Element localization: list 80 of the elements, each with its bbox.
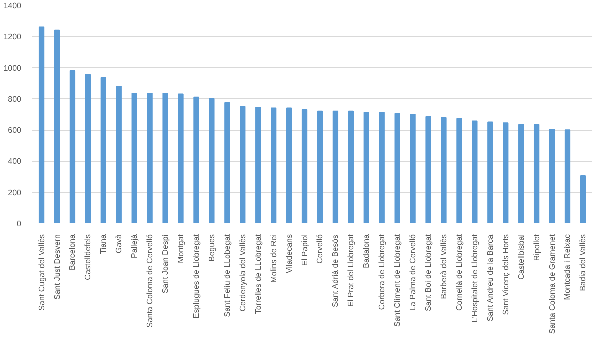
- x-tick-label: Barcelona: [68, 234, 78, 271]
- bar: [271, 108, 277, 224]
- bar: [317, 110, 324, 224]
- x-tick-label: Corbera de Llobregat: [378, 234, 387, 310]
- x-tick-label: Gavà: [114, 234, 124, 254]
- bar: [209, 98, 215, 224]
- bar: [488, 122, 494, 224]
- x-tick-label: Castellbisbal: [516, 234, 526, 280]
- bar: [38, 26, 45, 224]
- bar: [286, 108, 292, 224]
- x-tick-label: Castelldefels: [84, 234, 93, 280]
- x-tick-label: Cervelló: [316, 234, 325, 264]
- bar: [194, 96, 200, 224]
- bar: [54, 30, 60, 224]
- y-tick-label: 200: [8, 188, 22, 198]
- y-tick-label: 1200: [4, 32, 22, 42]
- bar: [503, 122, 509, 224]
- x-tick-label: La Palma de Cervelló: [408, 234, 418, 311]
- bar: [85, 74, 92, 224]
- x-tick-label: Sant Boi de Llobregat: [424, 234, 434, 312]
- x-tick-label: Barberà del Vallès: [439, 234, 448, 300]
- x-tick-label: Viladecans: [284, 234, 294, 274]
- x-tick-label: Sant Adrià de Besòs: [331, 234, 340, 308]
- bar: [224, 102, 230, 224]
- bar: [70, 70, 76, 224]
- bar: [441, 117, 447, 224]
- bar: [580, 176, 586, 224]
- bar: [240, 106, 246, 224]
- x-tick-label: Sant Cugat del Vallès: [37, 234, 46, 311]
- bar: [100, 77, 106, 224]
- x-tick-label: El Prat del Llobregat: [346, 234, 356, 307]
- bar: [426, 116, 432, 224]
- bar: [518, 124, 524, 224]
- bar: [564, 130, 571, 224]
- bar: [302, 109, 308, 224]
- bar: [332, 110, 339, 224]
- x-tick-label: Montcada i Reixac: [563, 234, 572, 300]
- x-tick-label: Sant Just Desvern: [52, 234, 62, 300]
- x-tick-label: Santa Coloma de Gramenet: [548, 234, 557, 334]
- bar: [379, 112, 385, 224]
- x-tick-label: Pallejà: [130, 234, 140, 259]
- x-tick-label: Molins de Rei: [269, 234, 278, 283]
- x-tick-label: Badia del Vallès: [578, 234, 588, 292]
- y-tick-label: 400: [8, 157, 22, 166]
- x-tick-label: Begues: [207, 234, 216, 262]
- x-tick-label: Torrelles de LLobregat: [254, 234, 263, 314]
- bar: [456, 118, 462, 224]
- x-tick-label: Santa Coloma de Cervelló: [146, 234, 155, 328]
- x-tick-label: Sant Andreu de la Barca: [486, 234, 495, 322]
- bar: [256, 106, 262, 224]
- bar: [394, 113, 400, 224]
- bar: [116, 86, 122, 224]
- y-tick-label: 1000: [4, 64, 22, 73]
- bar: [147, 92, 153, 224]
- bar: [178, 94, 184, 224]
- y-tick-label: 0: [17, 220, 22, 228]
- y-tick-label: 600: [8, 126, 22, 136]
- bar: [534, 124, 540, 224]
- x-tick-label: Esplugues de Llobregat: [192, 234, 201, 319]
- x-tick-label: Cornellà de Llobregat: [454, 234, 464, 311]
- x-tick-label: Badalona: [362, 234, 372, 268]
- x-tick-label: Ripollet: [532, 234, 542, 262]
- bar: [132, 92, 138, 224]
- x-tick-label: Montgat: [176, 234, 186, 264]
- x-tick-label: El Papiol: [300, 234, 310, 266]
- bar: [472, 120, 478, 224]
- x-tick-label: Sant Vicenç dels Horts: [501, 234, 510, 316]
- bar: [162, 92, 168, 224]
- x-tick-label: L'Hospitalet de Llobregat: [470, 234, 480, 323]
- x-tick-label: Sant Climent de Llobregat: [393, 234, 402, 327]
- bar: [348, 110, 354, 224]
- x-tick-label: Cerdenyola del Vallès: [238, 234, 248, 312]
- x-tick-label: Sant Feliu de LLobegat: [222, 234, 232, 318]
- x-tick-label: Sant Joan Despí: [161, 234, 170, 294]
- y-tick-label: 800: [8, 94, 22, 104]
- x-tick-label: Tiana: [99, 234, 108, 254]
- bar: [410, 114, 416, 224]
- y-tick-label: 1400: [4, 2, 22, 10]
- bar: [364, 112, 370, 224]
- bar: [549, 129, 556, 224]
